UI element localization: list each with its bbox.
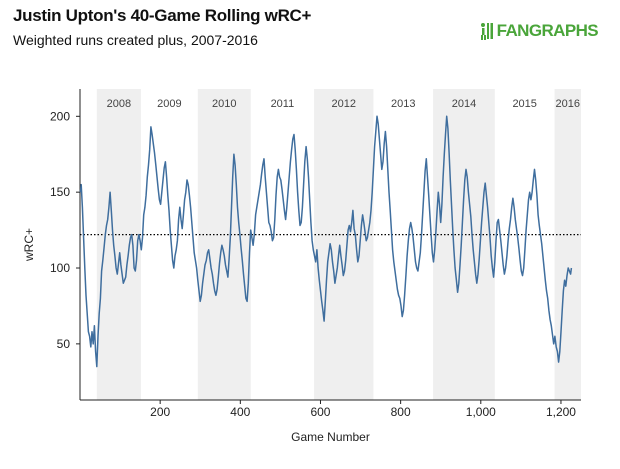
season-label-2013: 2013 [391,98,415,110]
x-tick-label: 600 [310,405,330,419]
season-label-2016: 2016 [556,98,580,110]
y-tick-label: 150 [50,185,70,199]
x-tick-label: 200 [150,405,170,419]
season-label-2010: 2010 [212,98,236,110]
season-label-2015: 2015 [512,98,536,110]
y-tick-label: 100 [50,261,70,275]
season-label-2011: 2011 [271,98,295,110]
season-band-2014 [433,89,495,400]
season-label-2012: 2012 [331,98,355,110]
chart-title: Justin Upton's 40-Game Rolling wRC+ [13,6,312,25]
season-label-2014: 2014 [452,98,476,110]
season-band-2010 [197,89,251,400]
logo-text: FANGRAPHS [496,21,599,40]
x-axis-label: Game Number [291,430,370,444]
chart-subtitle: Weighted runs created plus, 2007-2016 [13,32,258,48]
season-band-2016 [554,89,581,400]
x-tick-label: 400 [230,405,250,419]
x-tick-label: 1,200 [546,405,576,419]
y-tick-label: 50 [57,337,71,351]
x-tick-label: 800 [391,405,411,419]
season-shading [96,89,581,400]
wrc-plus-series-line [79,115,573,368]
season-band-2008 [96,89,141,400]
season-band-2012 [314,89,374,400]
batter-icon [480,23,493,40]
y-tick-label: 200 [50,109,70,123]
y-axis-label: wRC+ [22,228,36,262]
x-ticks: 200 400 600 800 1,000 1,200 [150,400,576,419]
y-ticks: 50 100 150 200 [50,109,80,351]
x-tick-label: 1,000 [466,405,496,419]
season-label-2009: 2009 [157,98,181,110]
axes [79,89,581,401]
season-labels: 2008 2009 2010 2011 2012 2013 2014 2015 2016 [107,98,580,110]
season-label-2008: 2008 [107,98,131,110]
fangraphs-logo: FANGRAPHS [480,20,599,42]
